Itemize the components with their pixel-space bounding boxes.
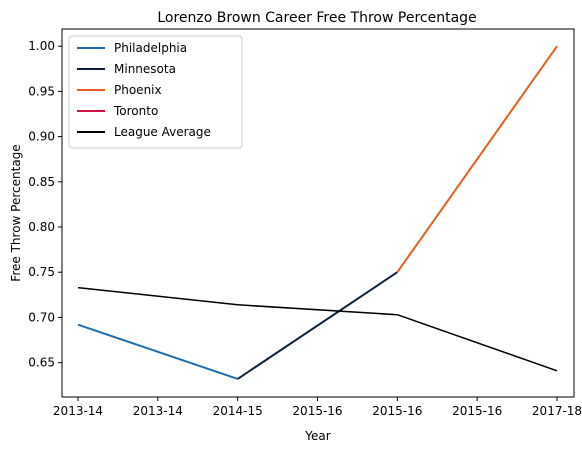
y-tick-label: 0.90 <box>28 130 55 144</box>
y-axis-label: Free Throw Percentage <box>9 144 23 281</box>
x-tick-label: 2013-14 <box>133 404 183 418</box>
chart-title: Lorenzo Brown Career Free Throw Percenta… <box>157 10 476 26</box>
legend-label: Toronto <box>113 104 158 118</box>
legend-label: League Average <box>114 125 211 139</box>
y-tick-label: 0.65 <box>28 356 55 370</box>
y-tick-label: 1.00 <box>28 39 55 53</box>
y-tick-label: 0.70 <box>28 310 55 324</box>
x-tick-label: 2017-18 <box>532 404 582 418</box>
x-tick-label: 2013-14 <box>53 404 103 418</box>
y-tick-label: 0.80 <box>28 220 55 234</box>
y-tick-label: 0.75 <box>28 265 55 279</box>
x-tick-label: 2015-16 <box>372 404 422 418</box>
y-tick-label: 0.85 <box>28 175 55 189</box>
y-tick-label: 0.95 <box>28 84 55 98</box>
series-line-2 <box>396 45 558 273</box>
legend-label: Phoenix <box>114 83 162 97</box>
y-axis: 0.65 0.70 0.75 0.80 0.85 0.90 0.95 1.00 <box>28 39 62 370</box>
x-axis-label: Year <box>304 429 330 443</box>
legend: Philadelphia Minnesota Phoenix Toronto Leagu… <box>68 35 243 149</box>
x-axis: 2013-14 2013-14 2014-15 2015-16 2015-16 2015-… <box>53 397 582 418</box>
legend-box <box>68 35 243 149</box>
legend-label: Philadelphia <box>114 41 187 55</box>
series-line-4 <box>77 286 558 372</box>
series-lines <box>77 45 558 380</box>
x-tick-label: 2015-16 <box>452 404 502 418</box>
legend-label: Minnesota <box>114 62 176 76</box>
series-line-1 <box>237 271 398 380</box>
x-tick-label: 2014-15 <box>213 404 263 418</box>
x-tick-label: 2015-16 <box>292 404 342 418</box>
series-line-0 <box>77 323 239 380</box>
